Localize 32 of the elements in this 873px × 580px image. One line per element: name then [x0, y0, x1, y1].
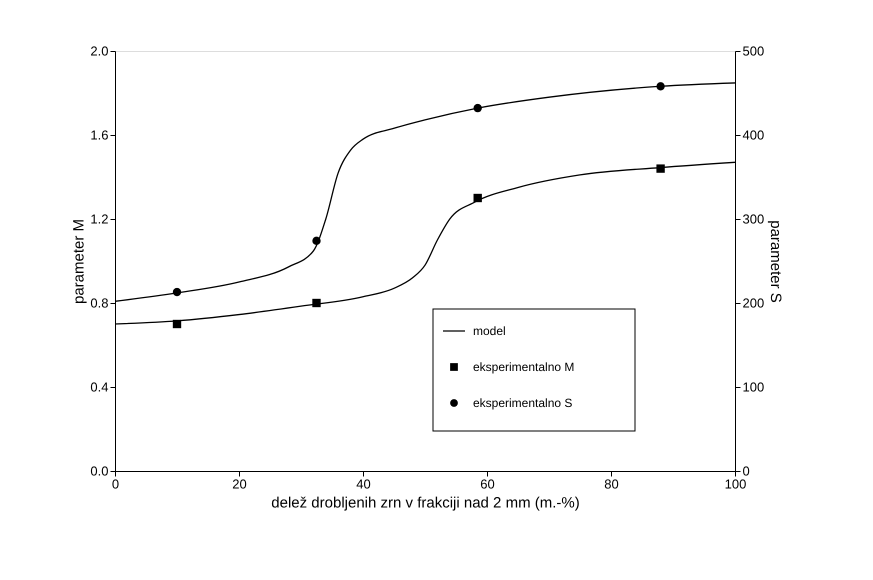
- legend-label: model: [473, 324, 506, 338]
- point: [474, 194, 482, 202]
- point: [656, 164, 665, 173]
- y-axis-title: parameter M: [70, 218, 88, 304]
- y2-tick-label: 0: [742, 464, 750, 478]
- x-tick-label: 0: [112, 476, 120, 492]
- x-axis-title: delež drobljenih zrn v frakciji nad 2 mm (m.-%): [271, 494, 580, 512]
- y-tick-label: 1.6: [90, 128, 108, 142]
- point: [474, 104, 482, 112]
- x-tick-label: 40: [356, 476, 371, 492]
- y2-tick-label: 300: [742, 212, 764, 226]
- y-tick-label: 2.0: [90, 44, 108, 58]
- y2-axis-title: parameter S: [767, 220, 784, 303]
- y-tick-label: 0.8: [90, 296, 108, 310]
- y-tick-label: 1.2: [90, 212, 108, 226]
- point: [312, 298, 321, 308]
- y2-tick-label: 400: [742, 128, 764, 142]
- x-tick-label: 60: [480, 476, 495, 492]
- y2-tick-label: 500: [742, 44, 764, 58]
- y-tick-label: 0.4: [90, 380, 108, 394]
- y2-tick-label: 200: [742, 296, 764, 310]
- x-tick-label: 20: [232, 476, 247, 492]
- point: [312, 236, 321, 246]
- point: [172, 288, 182, 296]
- x-tick-label: 80: [604, 476, 619, 492]
- point: [656, 82, 665, 90]
- y-tick-label: 0.0: [90, 464, 108, 478]
- point: [172, 320, 182, 328]
- legend-label: eksperimentalno S: [473, 396, 572, 410]
- x-tick-label: 100: [724, 476, 746, 492]
- y2-tick-label: 100: [742, 380, 764, 394]
- legend-label: eksperimentalno M: [473, 360, 574, 374]
